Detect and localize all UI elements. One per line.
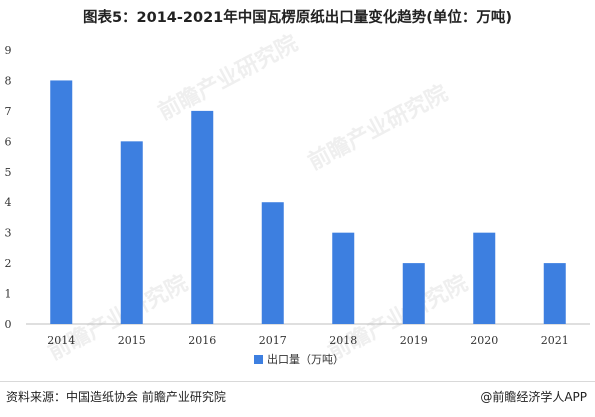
y-tick-label: 3 <box>5 227 12 240</box>
bar <box>261 202 284 324</box>
y-tick-label: 0 <box>5 318 12 331</box>
brand-label: @前瞻经济学人APP <box>480 390 587 404</box>
chart-title: 图表5：2014-2021年中国瓦楞原纸出口量变化趋势(单位：万吨) <box>82 10 513 26</box>
y-tick-label: 7 <box>5 105 12 118</box>
x-tick-label: 2021 <box>541 334 569 347</box>
bar <box>50 80 73 324</box>
x-tick-label: 2015 <box>118 334 146 347</box>
bar <box>543 263 566 324</box>
source-note: 资料来源：中国造纸协会 前瞻产业研究院 <box>6 390 226 404</box>
x-tick-label: 2019 <box>400 334 428 347</box>
bar <box>120 141 143 324</box>
y-tick-label: 5 <box>5 166 12 179</box>
legend-swatch <box>254 355 263 364</box>
y-tick-label: 8 <box>5 74 12 87</box>
bar-chart: 0 1 2 3 4 5 6 7 8 9 2014 2015 2016 2017 2018 2019 2020 20… <box>5 44 590 366</box>
x-tick-label: 2014 <box>47 334 75 347</box>
bar <box>473 232 496 324</box>
y-tick-label: 2 <box>5 257 12 270</box>
x-tick-label: 2018 <box>329 334 357 347</box>
x-tick-label: 2020 <box>470 334 498 347</box>
y-tick-label: 9 <box>5 44 12 57</box>
x-tick-label: 2017 <box>259 334 287 347</box>
bar <box>402 263 425 324</box>
bar <box>191 110 214 324</box>
x-tick-label: 2016 <box>188 334 216 347</box>
bar <box>332 232 355 324</box>
y-tick-label: 6 <box>5 135 12 148</box>
y-tick-label: 4 <box>5 196 12 209</box>
legend-label: 出口量（万吨） <box>267 352 344 366</box>
y-tick-label: 1 <box>5 288 12 301</box>
footer-divider <box>0 381 595 382</box>
